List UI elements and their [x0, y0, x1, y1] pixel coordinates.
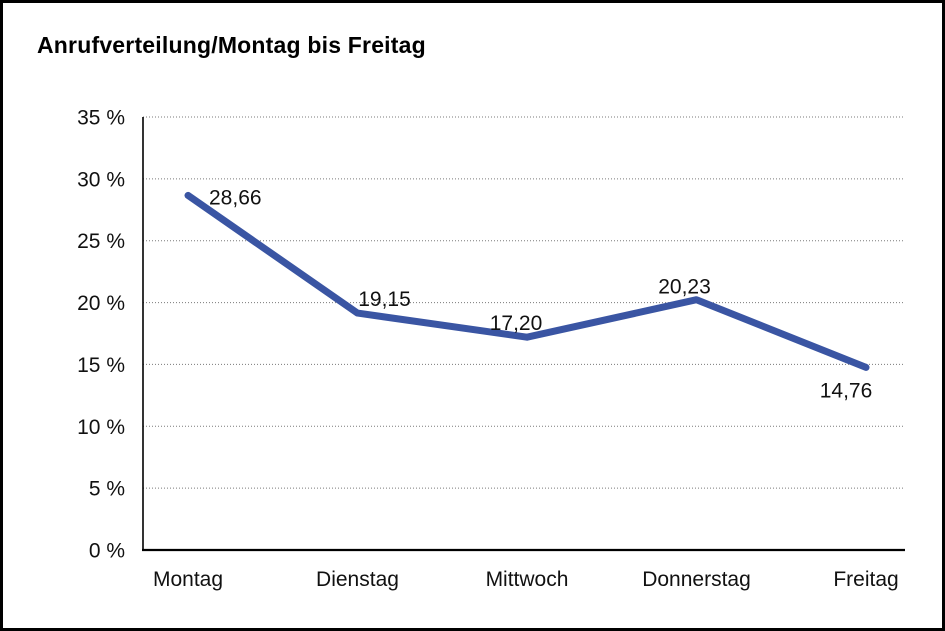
y-tick-label: 5 % [89, 478, 125, 501]
x-tick-label: Donnerstag [642, 568, 751, 591]
y-tick-label: 25 % [77, 230, 125, 253]
data-label: 14,76 [820, 379, 873, 402]
y-tick-label: 15 % [77, 354, 125, 377]
data-label: 20,23 [658, 276, 711, 299]
y-tick-label: 35 % [77, 107, 125, 130]
y-tick-label: 30 % [77, 168, 125, 191]
y-tick-label: 0 % [89, 540, 125, 563]
y-tick-label: 10 % [77, 416, 125, 439]
data-label: 19,15 [358, 288, 411, 311]
y-tick-label: 20 % [77, 292, 125, 315]
x-tick-label: Montag [153, 568, 223, 591]
chart-title: Anrufverteilung/Montag bis Freitag [37, 32, 426, 58]
data-series-line [184, 191, 870, 371]
x-tick-label: Freitag [833, 568, 898, 591]
x-tick-label: Mittwoch [486, 568, 569, 591]
data-label: 17,20 [490, 312, 543, 335]
data-label: 28,66 [209, 186, 262, 209]
x-tick-label: Dienstag [316, 568, 399, 591]
